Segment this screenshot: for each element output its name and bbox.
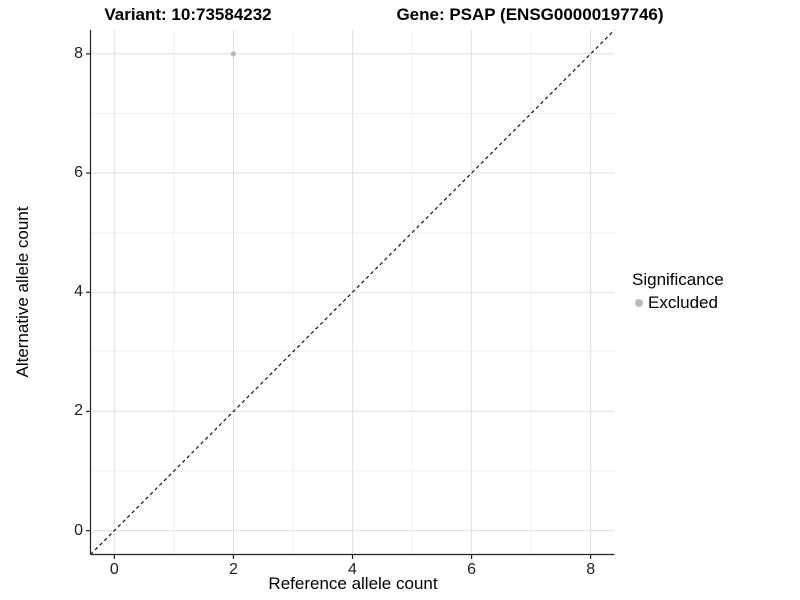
legend-title: Significance xyxy=(632,270,724,289)
y-tick-label: 8 xyxy=(74,44,83,62)
data-point xyxy=(230,51,237,57)
x-axis-title: Reference allele count xyxy=(268,574,438,593)
x-tick-label: 4 xyxy=(348,561,357,578)
legend-point-swatch xyxy=(635,299,643,307)
grid-major xyxy=(90,30,615,555)
data-points xyxy=(230,51,237,57)
legend-entry-label: Excluded xyxy=(648,293,718,312)
y-tick-label: 6 xyxy=(74,164,83,182)
y-tick-label: 2 xyxy=(74,402,83,420)
x-tick-label: 0 xyxy=(109,561,119,578)
y-axis-title: Alternative allele count xyxy=(13,206,32,378)
legend: Significance Excluded xyxy=(632,270,724,313)
x-tick-label: 8 xyxy=(586,561,596,578)
tick-marks xyxy=(86,53,592,559)
y-tick-label: 0 xyxy=(74,521,83,539)
legend-entry-excluded: Excluded xyxy=(632,293,724,313)
y-tick-label: 4 xyxy=(74,283,83,301)
plot-title-variant: Variant: 10:73584232 xyxy=(104,5,272,24)
x-tick-label: 2 xyxy=(228,561,238,578)
x-tick-label: 6 xyxy=(467,561,477,578)
plot-title-gene: Gene: PSAP (ENSG00000197746) xyxy=(396,5,664,24)
identity-line xyxy=(90,29,615,555)
